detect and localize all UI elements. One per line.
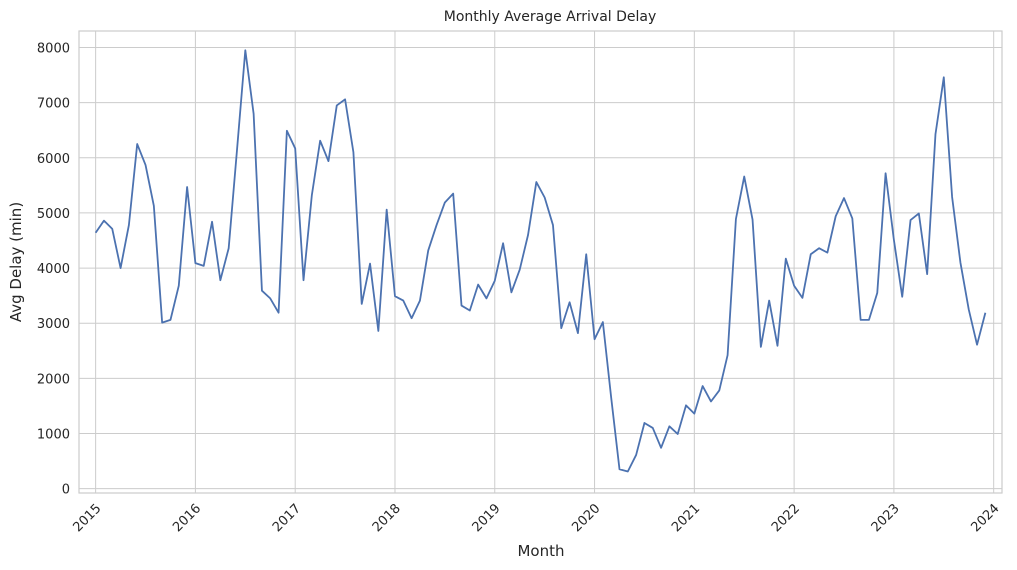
x-axis: 2015 2016 2017 2018 2019 2020 2021 2022 2023 2024 — [70, 501, 1002, 535]
y-tick-label: 7000 — [37, 97, 70, 112]
y-tick-label: 3000 — [37, 317, 70, 332]
y-axis: 0 1000 2000 3000 4000 5000 6000 7000 8000 — [37, 42, 70, 498]
x-tick-label: 2023 — [869, 501, 903, 535]
y-tick-label: 1000 — [37, 427, 70, 442]
series-layer — [94, 49, 987, 473]
y-tick-label: 5000 — [37, 207, 70, 222]
y-axis-label: Avg Delay (min) — [7, 202, 25, 322]
x-tick-label: 2022 — [769, 501, 803, 535]
x-tick-label: 2016 — [170, 501, 204, 535]
plot-area — [78, 30, 1003, 494]
y-tick-label: 6000 — [37, 152, 70, 167]
y-tick-label: 4000 — [37, 262, 70, 277]
y-tick-label: 2000 — [37, 372, 70, 387]
y-tick-label: 0 — [62, 483, 70, 498]
series-line — [94, 49, 987, 473]
x-tick-label: 2015 — [70, 501, 104, 535]
x-tick-label: 2021 — [669, 501, 703, 535]
x-tick-label: 2017 — [270, 501, 304, 535]
grid — [79, 31, 1002, 493]
x-tick-label: 2020 — [569, 501, 603, 535]
x-tick-label: 2018 — [370, 501, 404, 535]
x-axis-label: Month — [517, 542, 564, 560]
x-tick-label: 2019 — [470, 501, 504, 535]
x-tick-label: 2024 — [969, 501, 1003, 535]
chart-title: Monthly Average Arrival Delay — [444, 9, 657, 25]
y-tick-label: 8000 — [37, 42, 70, 57]
